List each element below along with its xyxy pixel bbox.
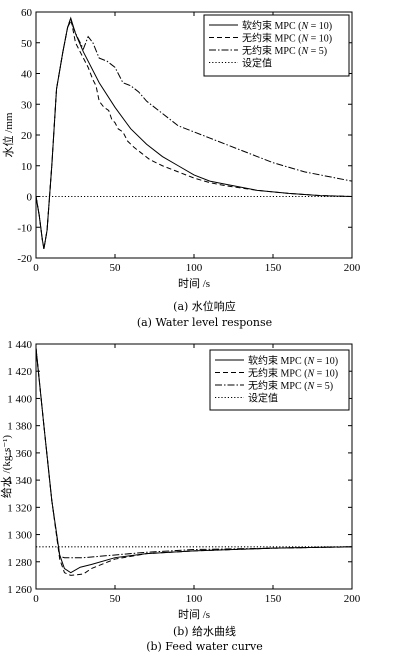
legend-label-3: 无约束 MPC (N = 5): [242, 44, 327, 57]
x-tick-label: 50: [110, 593, 122, 605]
x-axis-label: 时间 /s: [178, 608, 210, 621]
y-axis-label: 给水 /(kg·s⁻¹): [0, 435, 13, 499]
x-tick-label: 0: [33, 262, 39, 274]
y-tick-label: 40: [21, 69, 33, 81]
x-tick-label: 200: [344, 262, 361, 274]
legend-label-3: 无约束 MPC (N = 5): [248, 379, 333, 392]
y-tick-label: 1 420: [7, 366, 32, 378]
series-line-3: [36, 348, 352, 559]
legend: 软约束 MPC (N = 10)无约束 MPC (N = 10)无约束 MPC …: [209, 349, 350, 411]
y-tick-label: 1 340: [7, 475, 32, 487]
y-tick-label: 1 320: [7, 502, 32, 514]
y-tick-label: 30: [21, 99, 33, 111]
y-tick-label: 0: [27, 192, 33, 204]
y-tick-label: 1 260: [7, 584, 32, 596]
legend: 软约束 MPC (N = 10)无约束 MPC (N = 10)无约束 MPC …: [203, 14, 350, 77]
x-axis-label: 时间 /s: [178, 277, 210, 290]
x-tick-label: 100: [186, 262, 203, 274]
y-tick-label: -10: [17, 222, 32, 234]
y-tick-label: 60: [21, 7, 33, 19]
y-tick-label: 1 400: [7, 393, 32, 405]
x-tick-label: 100: [186, 593, 203, 605]
legend-label-1: 软约束 MPC (N = 10): [242, 19, 332, 32]
legend-label-2: 无约束 MPC (N = 10): [248, 367, 338, 380]
y-axis-label: 水位 /mm: [1, 112, 15, 157]
chart-feed-water: 0 50 100 150 200 1 260 1 280 1 300 1 320 1 340 1 3…: [0, 339, 361, 621]
x-tick-label: 150: [265, 262, 282, 274]
y-tick-label: 50: [21, 38, 33, 50]
y-tick-label: 1 380: [7, 421, 32, 433]
y-tick-label: 1 360: [7, 448, 32, 460]
x-tick-label: 200: [344, 593, 361, 605]
y-tick-label: 1 280: [7, 557, 32, 569]
caption-b-en: (b) Feed water curve: [146, 640, 263, 653]
legend-label-2: 无约束 MPC (N = 10): [242, 32, 332, 45]
y-tick-label: 1 300: [7, 530, 32, 542]
chart-water-level: 0 50 100 150 200 -20 -10 0 10 20 30 40 50 60 时间 /s 水位 /…: [1, 7, 361, 290]
caption-b-cn: (b) 给水曲线: [172, 625, 237, 638]
y-tick-label: 1 440: [7, 339, 32, 351]
series-line-3: [36, 20, 352, 249]
legend-label-4: 设定值: [248, 392, 278, 405]
x-tick-label: 150: [265, 593, 282, 605]
y-tick-label: 20: [21, 130, 33, 142]
legend-label-1: 软约束 MPC (N = 10): [248, 354, 338, 367]
legend-label-4: 设定值: [242, 57, 272, 70]
caption-a-cn: (a) 水位响应: [173, 300, 236, 313]
y-tick-label: -20: [17, 253, 32, 265]
y-tick-label: 10: [21, 161, 33, 173]
x-tick-label: 50: [110, 262, 122, 274]
caption-a-en: (a) Water level response: [136, 316, 273, 329]
x-tick-label: 0: [33, 593, 39, 605]
